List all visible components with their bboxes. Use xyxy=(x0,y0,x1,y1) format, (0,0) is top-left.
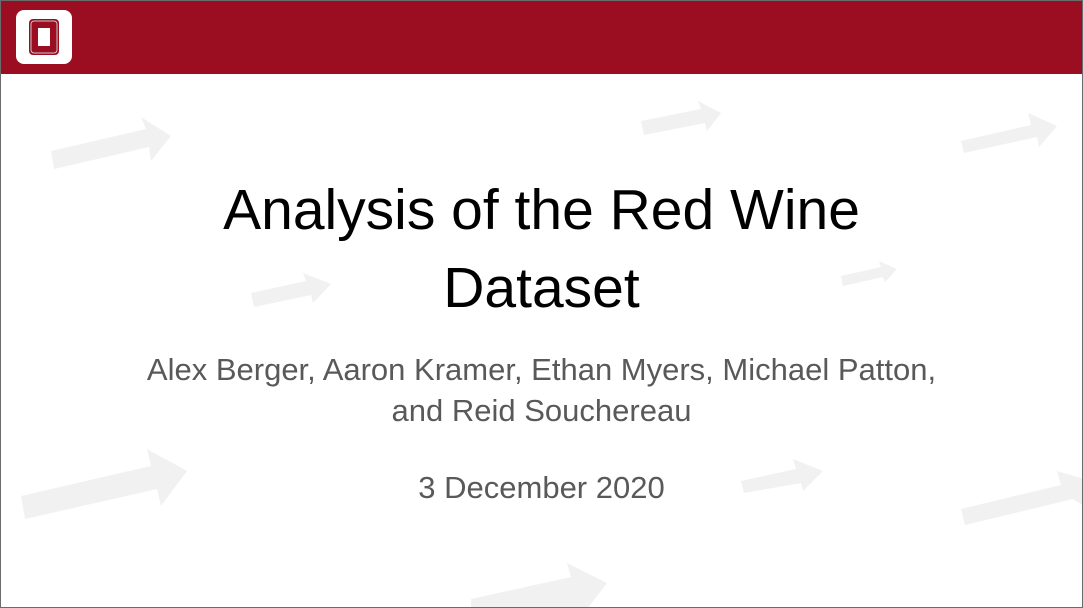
slide-authors-line: and Reid Souchereau xyxy=(391,393,692,428)
background-arrow xyxy=(741,459,823,493)
background-arrow xyxy=(251,273,331,307)
background-arrow xyxy=(961,471,1082,525)
slide-title-line: Analysis of the Red Wine xyxy=(223,178,860,242)
slide-authors: Alex Berger, Aaron Kramer, Ethan Myers, … xyxy=(1,349,1082,431)
header-bar xyxy=(1,1,1082,74)
background-arrow xyxy=(21,449,187,519)
logo xyxy=(16,10,72,64)
background-arrow xyxy=(471,563,607,607)
slide-authors-line: Alex Berger, Aaron Kramer, Ethan Myers, … xyxy=(146,352,937,387)
block-o-logo-icon xyxy=(29,19,59,55)
background-arrow xyxy=(841,261,897,286)
slide-title: Analysis of the Red Wine Dataset xyxy=(1,171,1082,327)
slide-date: 3 December 2020 xyxy=(418,470,665,505)
background-arrow xyxy=(641,101,721,135)
background-arrow xyxy=(51,117,171,169)
background-arrow xyxy=(961,113,1057,153)
slide-title-line: Dataset xyxy=(443,256,640,320)
